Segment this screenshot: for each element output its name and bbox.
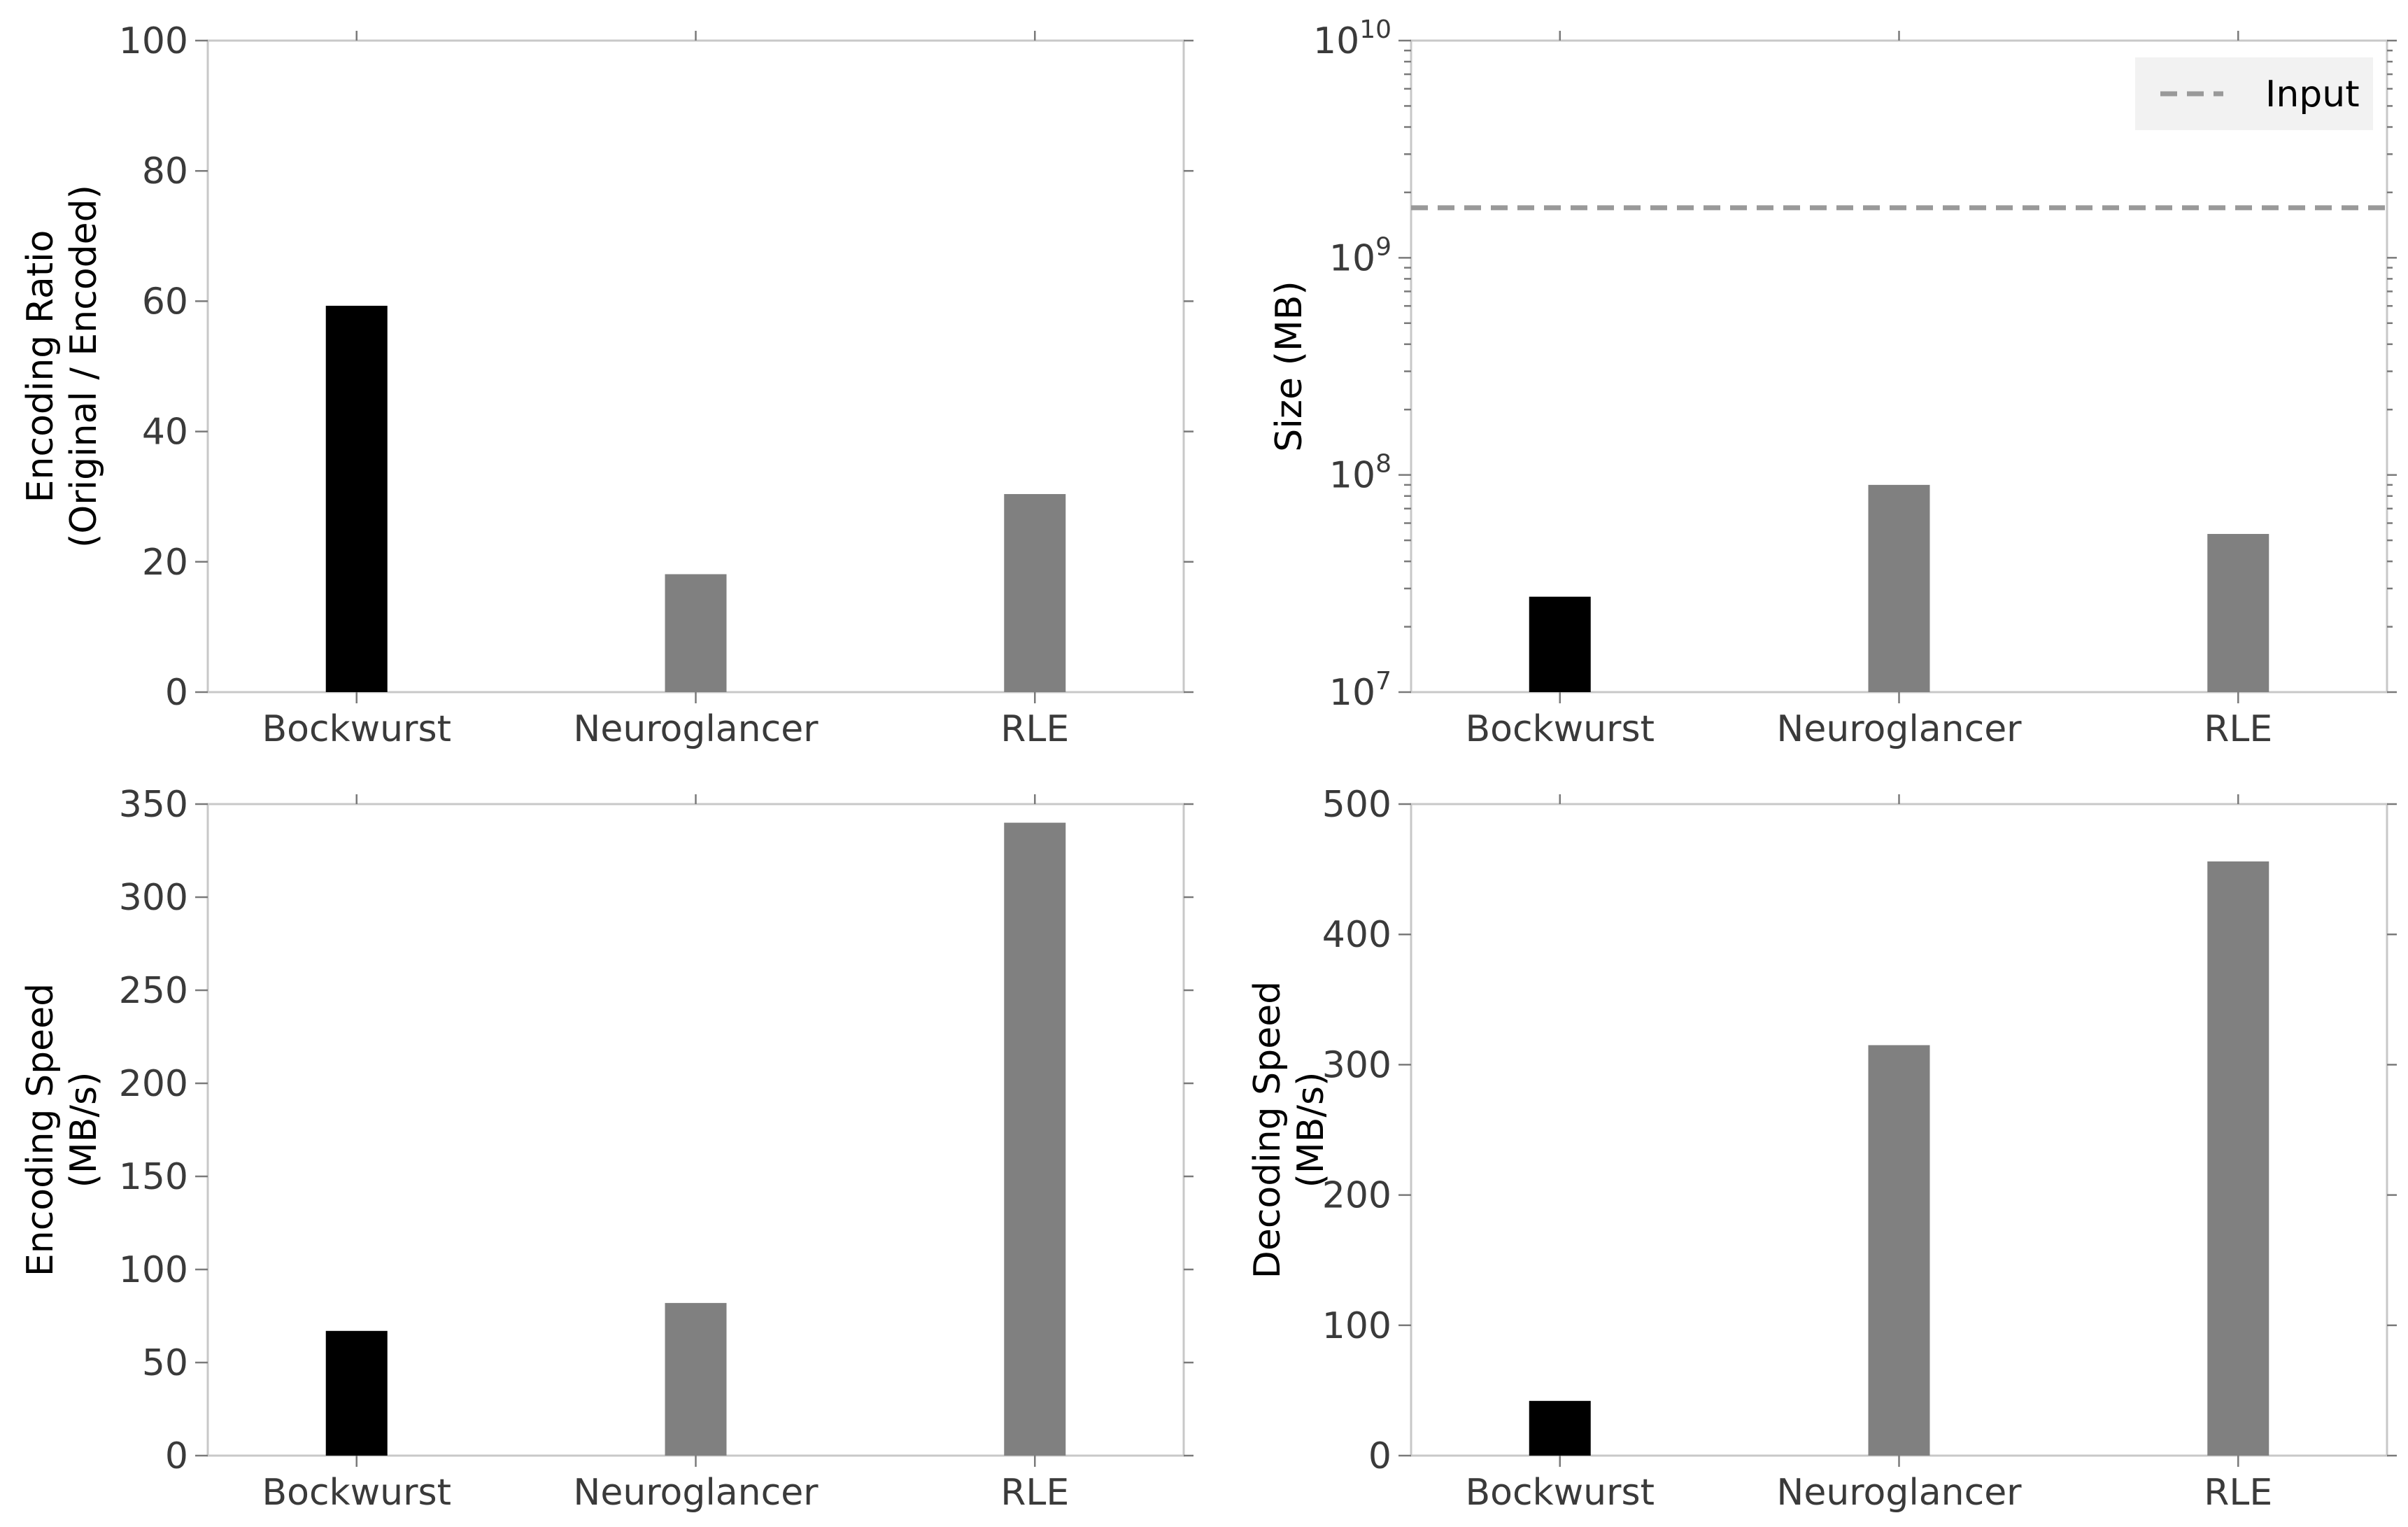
- x-tick-label: Neuroglancer: [573, 708, 819, 750]
- y-tick-label: 109: [1329, 232, 1391, 279]
- y-tick-label: 80: [142, 150, 188, 192]
- bar-bockwurst: [325, 305, 388, 692]
- y-axis-label: Size (MB): [1268, 281, 1310, 451]
- y-tick-label: 0: [1368, 1435, 1391, 1477]
- y-tick-label: 300: [119, 877, 188, 919]
- x-tick-label: Neuroglancer: [573, 1472, 819, 1514]
- y-tick-label: 400: [1322, 914, 1391, 956]
- bar-rle: [2207, 861, 2269, 1456]
- bar-rle: [1004, 493, 1066, 692]
- bar-neuroglancer: [1868, 1045, 1930, 1456]
- chart-panel-4: 0 100 200 300 400 500 Bockwurst Neuroglancer RLE…: [1247, 784, 2397, 1514]
- y-tick-label: 50: [142, 1342, 188, 1384]
- y-tick-label: 20: [142, 542, 188, 584]
- y-tick-label: 200: [119, 1063, 188, 1105]
- y-tick-label: 100: [119, 1249, 188, 1291]
- y-tick-label: 60: [142, 281, 188, 323]
- y-tick-label: 40: [142, 411, 188, 453]
- legend-label: Input: [2265, 73, 2360, 115]
- y-tick-label: 108: [1329, 450, 1391, 497]
- x-tick-label: Bockwurst: [1465, 1472, 1655, 1514]
- y-tick-label: 0: [165, 672, 188, 714]
- x-tick-label: Bockwurst: [262, 708, 451, 750]
- y-axis-label: Decoding Speed(MB/s): [1247, 981, 1332, 1279]
- bar-bockwurst: [325, 1330, 388, 1456]
- y-tick-label: 150: [119, 1156, 188, 1198]
- y-axis-label: Encoding Speed(MB/s): [20, 983, 105, 1276]
- x-tick-label: RLE: [2204, 708, 2272, 750]
- y-tick-label: 0: [165, 1435, 188, 1477]
- legend: Input: [2135, 57, 2373, 130]
- y-tick-label: 1010: [1313, 15, 1391, 62]
- y-tick-label: 100: [119, 20, 188, 62]
- chart-panel-1: 0 20 40 60 80 100 Bockwurst Neuroglancer RLE Enco…: [20, 20, 1194, 750]
- x-tick-label: RLE: [2204, 1472, 2272, 1514]
- bar-rle: [1004, 822, 1066, 1456]
- bar-neuroglancer: [1868, 484, 1930, 692]
- x-tick-label: RLE: [1000, 1472, 1069, 1514]
- bar-neuroglancer: [665, 574, 727, 692]
- x-tick-label: Neuroglancer: [1776, 708, 2022, 750]
- y-tick-label: 300: [1322, 1044, 1391, 1086]
- y-tick-label: 500: [1322, 784, 1391, 826]
- x-tick-label: RLE: [1000, 708, 1069, 750]
- bar-rle: [2207, 533, 2269, 692]
- y-tick-label: 107: [1329, 667, 1391, 714]
- chart-panel-2: 107 108 109 1010 Bockwurst Neuroglancer RLE Siz…: [1268, 15, 2397, 750]
- y-tick-label: 350: [119, 784, 188, 826]
- x-tick-label: Bockwurst: [1465, 708, 1655, 750]
- x-tick-label: Neuroglancer: [1776, 1472, 2022, 1514]
- bar-neuroglancer: [665, 1302, 727, 1456]
- y-axis-label: Encoding Ratio(Original / Encoded): [20, 185, 105, 548]
- bar-bockwurst: [1529, 1400, 1591, 1456]
- y-tick-label: 250: [119, 970, 188, 1012]
- y-tick-label: 200: [1322, 1175, 1391, 1217]
- chart-panel-3: 0 50 100 150 200 250 300 350 Bockwurst Neuroglanc…: [20, 784, 1194, 1514]
- y-tick-label: 100: [1322, 1305, 1391, 1347]
- bar-bockwurst: [1529, 596, 1591, 692]
- x-tick-label: Bockwurst: [262, 1472, 451, 1514]
